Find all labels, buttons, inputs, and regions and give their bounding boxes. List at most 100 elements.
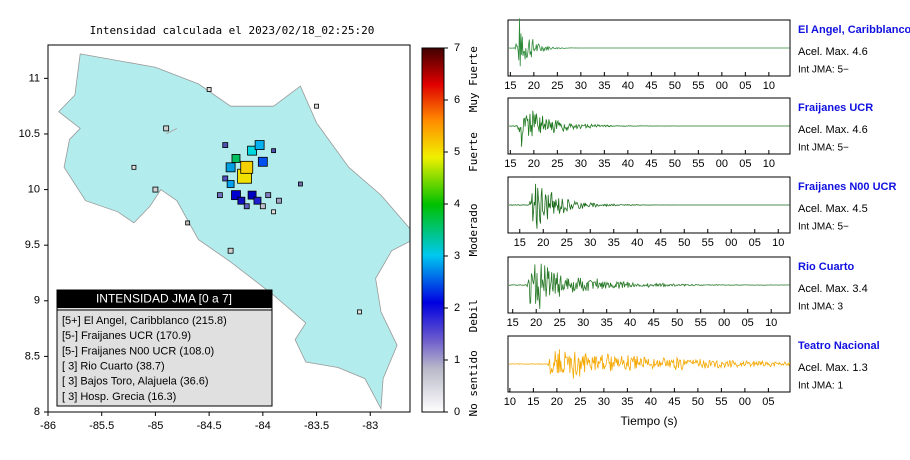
waveform [509, 18, 790, 67]
station [185, 220, 191, 226]
x-tick-label: -86 [40, 420, 56, 432]
x-tick-label: 00 [716, 158, 728, 170]
x-tick-label: 25 [561, 237, 573, 249]
station-name: Fraijanes UCR [798, 102, 873, 114]
x-tick-label: 00 [725, 237, 737, 249]
colorbar-tick-label: 6 [454, 94, 460, 106]
x-tick-label: 00 [716, 80, 728, 92]
x-tick-label: 05 [749, 237, 761, 249]
x-tick-label: 55 [695, 317, 707, 329]
x-tick-label: 55 [715, 396, 727, 408]
x-tick-label: 40 [622, 158, 634, 170]
station [298, 181, 303, 187]
x-tick-label: -83.5 [304, 420, 329, 432]
x-tick-label: 10 [763, 80, 775, 92]
x-tick-label: 20 [551, 396, 563, 408]
x-tick-label: 20 [537, 237, 549, 249]
station [271, 209, 276, 215]
y-tick-label: 10.5 [19, 128, 40, 140]
colorbar [421, 47, 445, 413]
colorbar-tick-label: 3 [454, 250, 460, 262]
y-tick-label: 8.5 [25, 350, 40, 362]
x-tick-label: 20 [528, 158, 540, 170]
x-tick-label: 45 [655, 237, 667, 249]
station [247, 190, 257, 200]
max-accel: Acel. Max. 4.6 [798, 124, 868, 136]
x-tick-label: 45 [645, 158, 657, 170]
x-tick-label: 30 [598, 396, 610, 408]
x-tick-label: 50 [678, 237, 690, 249]
x-tick-label: 05 [739, 80, 751, 92]
max-accel: Acel. Max. 3.4 [798, 283, 868, 295]
station [254, 140, 265, 150]
x-tick-label: 00 [718, 317, 730, 329]
x-tick-label: 25 [551, 80, 563, 92]
x-tick-label: 35 [601, 317, 613, 329]
station-name: El Angel, Caribblanco [798, 24, 910, 36]
x-tick-label: 50 [669, 80, 681, 92]
station [216, 192, 223, 199]
station [276, 197, 282, 204]
x-tick-label: 45 [645, 80, 657, 92]
x-tick-label: 15 [507, 317, 519, 329]
x-tick-label: 10 [772, 237, 784, 249]
waveform [508, 349, 791, 379]
x-tick-label: -85.5 [89, 420, 114, 432]
x-tick-label: -84.5 [197, 420, 222, 432]
jma-intensity: Int JMA: 5− [798, 143, 849, 154]
legend-header [57, 290, 272, 308]
legend-entry: [ 3] Hosp. Grecia (16.3) [62, 391, 176, 403]
station [222, 175, 229, 182]
station [240, 160, 254, 174]
colorbar-tick-label: 4 [454, 198, 460, 210]
x-tick-label: 30 [577, 317, 589, 329]
x-tick-label: 15 [504, 158, 516, 170]
colorbar-label: Fuerte [467, 132, 480, 172]
station [206, 87, 212, 92]
station [237, 196, 246, 205]
waveform [508, 263, 790, 309]
colorbar-label: No sentido [467, 350, 480, 416]
waveform [508, 183, 790, 229]
x-tick-label: 05 [742, 317, 754, 329]
max-accel: Acel. Max. 4.6 [798, 46, 868, 58]
colorbar-tick-label: 5 [454, 146, 460, 158]
x-tick-label: 50 [692, 396, 704, 408]
x-tick-label: 55 [702, 237, 714, 249]
x-tick-label: -84 [255, 420, 271, 432]
station [314, 103, 319, 109]
x-tick-label: 50 [669, 158, 681, 170]
x-tick-label: 30 [575, 158, 587, 170]
legend-entry: [5-] Fraijanes UCR (170.9) [62, 330, 191, 342]
x-tick-label: 05 [739, 158, 751, 170]
x-tick-label: 25 [574, 396, 586, 408]
land [58, 53, 410, 411]
x-tick-label: 25 [554, 317, 566, 329]
station [227, 247, 234, 254]
x-tick-label: 10 [504, 396, 516, 408]
x-tick-label: 30 [584, 237, 596, 249]
x-tick-label: 15 [514, 237, 526, 249]
colorbar-label: Moderado [467, 204, 480, 257]
station [226, 180, 235, 188]
station [152, 186, 159, 193]
station [265, 192, 272, 199]
x-tick-label: 50 [671, 317, 683, 329]
y-tick-label: 9 [34, 295, 40, 307]
x-tick-label: 55 [692, 80, 704, 92]
legend-box [56, 289, 273, 407]
x-tick-label: -83 [362, 420, 378, 432]
station-name: Teatro Nacional [798, 340, 880, 352]
y-tick-label: 9.5 [25, 239, 40, 251]
waveform [508, 110, 790, 147]
y-tick-label: 11 [29, 72, 40, 84]
station [247, 145, 257, 156]
legend-entry: [ 3] Rio Cuarto (38.7) [62, 361, 165, 373]
x-axis-label: Tiempo (s) [621, 414, 678, 428]
x-tick-label: 45 [668, 396, 680, 408]
legend-title: INTENSIDAD JMA [0 a 7] [96, 292, 232, 306]
map-title: Intensidad calculada el 2023/02/18_02:25… [90, 24, 375, 37]
y-tick-label: 10 [28, 183, 40, 195]
x-tick-label: 10 [763, 158, 775, 170]
colorbar-tick-label: 1 [454, 354, 460, 366]
